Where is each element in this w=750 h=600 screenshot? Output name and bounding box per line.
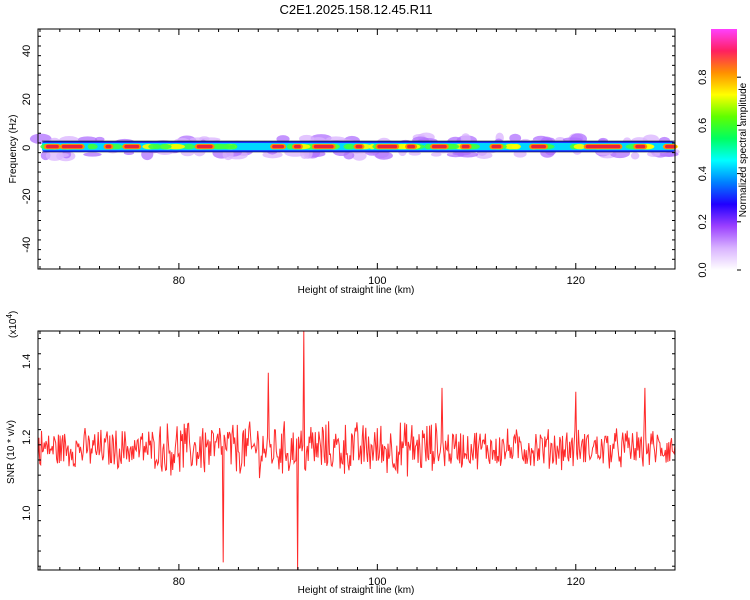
spectrogram-frame xyxy=(37,28,676,270)
snr-x-tick-label: 100 xyxy=(368,576,386,588)
spectrogram-y-tick-label: 20 xyxy=(21,93,33,105)
spectral-blob xyxy=(229,143,238,150)
spectral-peak xyxy=(461,144,470,149)
spectral-blob xyxy=(424,143,432,150)
spectral-peak xyxy=(407,144,416,149)
spectrogram-x-label: Height of straight line (km) xyxy=(298,285,415,296)
spectral-blob xyxy=(181,143,196,150)
colorbar-ticks: 0.0 0.2 0.4 0.6 0.8 xyxy=(697,70,741,278)
snr-y-tick-label: 1.4 xyxy=(21,354,33,369)
spectral-peak xyxy=(105,144,112,149)
snr-line xyxy=(37,330,676,571)
spectrogram-y-tick-label: -40 xyxy=(21,237,33,253)
snr-y-tick-label: 1.0 xyxy=(21,505,33,520)
spectral-peak xyxy=(585,144,621,149)
spectral-halo xyxy=(83,152,102,157)
colorbar-tick-label: 0.4 xyxy=(697,166,709,181)
chart-title: C2E1.2025.158.12.45.R11 xyxy=(280,2,433,17)
spectral-peak xyxy=(491,144,502,149)
colorbar: 0.0 0.2 0.4 0.6 0.8 Normalized spectral ampl… xyxy=(697,29,749,278)
spectral-peak xyxy=(196,144,213,149)
spectral-blob xyxy=(345,143,356,150)
spectral-peak xyxy=(431,144,447,149)
spectral-blob xyxy=(212,143,230,150)
spectral-halo xyxy=(298,134,315,143)
spectrogram-y-tick-label: 40 xyxy=(21,45,33,57)
snr-y-label: SNR (10 * v/v) xyxy=(6,420,17,484)
colorbar-tick-label: 0.8 xyxy=(697,70,709,85)
snr-x-tick-label: 80 xyxy=(173,576,185,588)
spectral-halo xyxy=(630,152,640,160)
spectral-halo xyxy=(509,133,522,143)
spectral-blob xyxy=(158,143,172,150)
snr-frame xyxy=(37,330,676,571)
snr-y-tick-label: 1.2 xyxy=(21,430,33,445)
spectrogram-panel: 80 100 120 -40 -20 0 20 40 Height of straight l… xyxy=(8,28,680,296)
spectral-peak xyxy=(355,144,363,149)
colorbar-scale xyxy=(711,29,737,270)
spectral-peak xyxy=(293,144,301,149)
spectrogram-y-label: Frequency (Hz) xyxy=(8,115,19,184)
snr-x-label: Height of straight line (km) xyxy=(298,585,415,596)
spectral-peak xyxy=(531,144,547,149)
spectral-halo xyxy=(430,152,442,157)
spectral-halo xyxy=(647,151,661,157)
colorbar-tick-label: 0.2 xyxy=(697,214,709,229)
spectrogram-x-tick-label: 120 xyxy=(567,275,585,287)
spectral-halo xyxy=(408,151,421,156)
spectrogram-y-tick-label: 0 xyxy=(21,145,33,151)
snr-x-tick-label: 120 xyxy=(567,576,585,588)
colorbar-tick-label: 0.6 xyxy=(697,118,709,133)
spectral-halo xyxy=(457,151,479,158)
spectral-halo xyxy=(45,150,64,161)
spectral-peak xyxy=(124,144,140,149)
colorbar-label: Normalized spectral amplitude xyxy=(738,82,749,217)
snr-panel: 80 100 120 1.0 1.2 1.4 Height of straight lin… xyxy=(5,311,676,596)
spectral-halo xyxy=(199,136,210,142)
snr-ticks: 80 100 120 1.0 1.2 1.4 xyxy=(21,331,676,588)
colorbar-tick-label: 0.0 xyxy=(697,262,709,277)
spectral-peak xyxy=(313,144,334,149)
spectral-band xyxy=(29,132,680,162)
spectral-peak xyxy=(45,144,59,149)
spectral-blob xyxy=(87,143,94,150)
spectrogram-x-tick-label: 80 xyxy=(173,275,185,287)
spectral-peak xyxy=(61,144,83,149)
spectral-halo xyxy=(475,151,493,159)
spectrogram-x-tick-label: 100 xyxy=(368,275,386,287)
snr-y-multiplier: (x104) xyxy=(5,311,19,338)
spectral-peak xyxy=(272,144,285,149)
snr-series xyxy=(37,330,676,571)
spectrogram-y-tick-label: -20 xyxy=(21,188,33,204)
spectral-peak xyxy=(665,144,675,149)
spectrogram-ticks: 80 100 120 -40 -20 0 20 40 xyxy=(21,29,676,287)
spectral-halo xyxy=(375,151,393,160)
spectral-blob xyxy=(573,143,586,150)
spectral-peak xyxy=(377,144,398,149)
spectral-blob xyxy=(167,143,185,150)
spectral-blob xyxy=(503,143,520,150)
spectral-peak xyxy=(635,144,646,149)
